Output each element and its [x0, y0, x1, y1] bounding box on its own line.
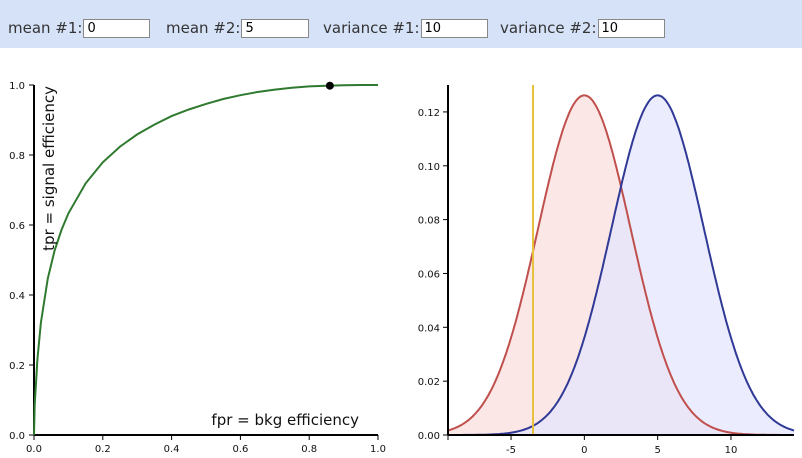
- variance2-label: variance #2:: [500, 19, 597, 37]
- roc-y-tick-label: 0.8: [9, 151, 25, 162]
- mean2-input[interactable]: [241, 18, 310, 38]
- mean1-label: mean #1:: [8, 19, 83, 37]
- dist-y-tick-label: 0.06: [418, 269, 440, 280]
- dist-x-tick-label: 10: [725, 445, 738, 456]
- dist-y-tick-label: 0.10: [418, 162, 440, 173]
- roc-x-tick-label: 0.6: [232, 444, 248, 455]
- roc-y-tick-label: 0.6: [9, 221, 25, 232]
- roc-x-axis-label: fpr = bkg efficiency: [211, 411, 359, 429]
- roc-operating-point[interactable]: [325, 81, 334, 90]
- roc-x-tick-label: 0.2: [95, 444, 111, 455]
- roc-x-tick-label: 0.0: [26, 444, 42, 455]
- dist-x-tick-label: 0: [581, 445, 587, 456]
- roc-axes: 0.0 0.2 0.4 0.6 0.8 1.0 0.0 0.2 0.4 0.6 0.8 1.0: [9, 81, 386, 455]
- variance1-control: variance #1:: [323, 17, 488, 39]
- dist-x-tick-label: -5: [506, 445, 516, 456]
- variance1-input[interactable]: [420, 18, 488, 38]
- roc-y-tick-label: 1.0: [9, 81, 25, 92]
- dist-y-tick-label: 0.00: [418, 431, 440, 442]
- mean2-control: mean #2:: [166, 17, 310, 39]
- distribution2-area: [448, 95, 794, 436]
- mean1-control: mean #1:: [8, 17, 151, 39]
- charts-area: 0.0 0.2 0.4 0.6 0.8 1.0 0.0 0.2 0.4 0.6 0.8 1.0 fpr…: [9, 81, 795, 456]
- roc-x-tick-label: 0.4: [164, 444, 180, 455]
- roc-chart: 0.0 0.2 0.4 0.6 0.8 1.0 0.0 0.2 0.4 0.6 0.8 1.0 fpr…: [9, 81, 386, 455]
- dist-y-tick-label: 0.02: [418, 377, 440, 388]
- distribution-axes: -5 0 5 10 0.00 0.02 0.04 0.06 0.08 0.10 0.12: [418, 85, 794, 456]
- roc-curve: [33, 84, 378, 436]
- variance2-input[interactable]: [597, 18, 665, 38]
- roc-x-tick-label: 1.0: [370, 444, 386, 455]
- dist-y-tick-label: 0.04: [418, 323, 440, 334]
- roc-x-tick-label: 0.8: [301, 444, 317, 455]
- mean2-label: mean #2:: [166, 19, 241, 37]
- dist-y-tick-label: 0.12: [418, 108, 440, 119]
- variance2-control: variance #2:: [500, 17, 665, 39]
- roc-y-axis-label: tpr = signal efficiency: [40, 86, 58, 251]
- roc-y-tick-label: 0.0: [9, 431, 25, 442]
- parameter-bar: mean #1: mean #2: variance #1: variance …: [0, 0, 802, 48]
- variance1-label: variance #1:: [323, 19, 420, 37]
- dist-x-tick-label: 5: [654, 445, 660, 456]
- roc-y-tick-label: 0.4: [9, 291, 25, 302]
- distribution-chart: -5 0 5 10 0.00 0.02 0.04 0.06 0.08 0.10 0.12: [418, 85, 795, 456]
- mean1-input[interactable]: [83, 18, 151, 38]
- roc-y-tick-label: 0.2: [9, 361, 25, 372]
- distribution2-curve: [448, 94, 795, 436]
- dist-y-tick-label: 0.08: [418, 216, 440, 227]
